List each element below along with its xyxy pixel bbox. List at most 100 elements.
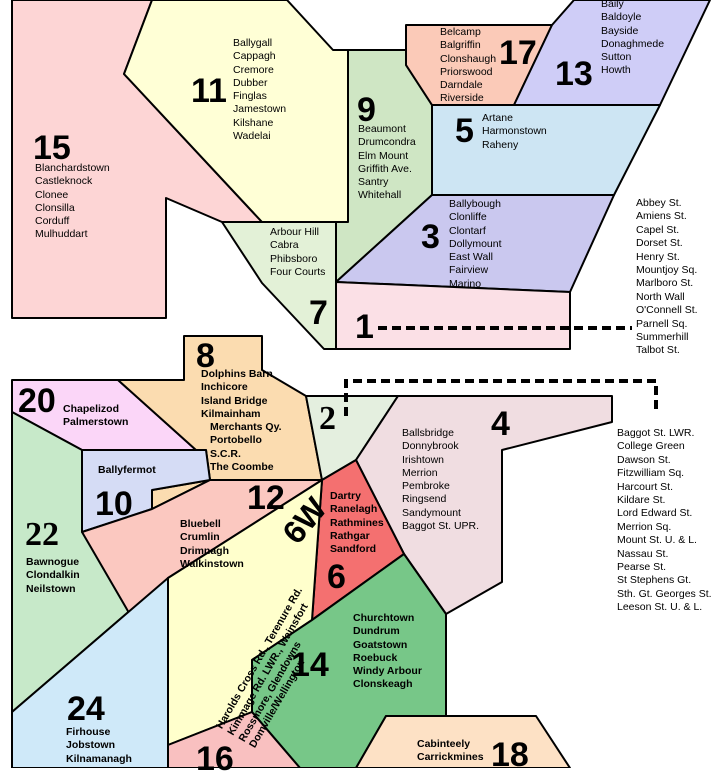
district-8-places-b: Merchants Qy. Portobello S.C.R. The Coom…: [210, 421, 282, 474]
place-label: Griffith Ave.: [358, 162, 412, 175]
place-label: Dundrum: [353, 625, 400, 638]
district-22-number: 22: [25, 516, 59, 553]
district-20-places: Chapelizod Palmerstown: [63, 403, 128, 430]
place-label: Clonliffe: [449, 211, 487, 224]
place-label: Fairview: [449, 264, 489, 277]
district-2-places: Baggot St. LWR. College Green Dawson St.…: [617, 427, 712, 615]
district-18-number: 18: [491, 736, 529, 774]
place-label: Inchicore: [201, 381, 248, 394]
place-label: Raheny: [482, 138, 519, 151]
place-label: Pearse St.: [617, 561, 667, 574]
place-label: Dolphins Barn: [201, 368, 273, 380]
place-label: Ballyfermot: [98, 464, 156, 476]
place-label: Arbour Hill: [270, 226, 320, 238]
district-12-number: 12: [247, 479, 285, 517]
district-6-number: 6: [327, 558, 346, 596]
district-1-area: [335, 281, 571, 350]
district-8-number: 8: [196, 337, 215, 375]
place-label: Donnybrook: [402, 440, 459, 453]
place-label: Talbot St.: [636, 344, 680, 357]
place-label: Cabra: [270, 239, 299, 252]
place-label: Cappagh: [233, 50, 276, 63]
place-label: Bluebell: [180, 518, 221, 530]
place-label: The Coombe: [210, 460, 274, 473]
district-7-area: [221, 221, 337, 350]
place-label: Sandford: [330, 543, 377, 556]
district-15-places: Blanchardstown Castleknock Clonee Clonsi…: [35, 162, 110, 242]
place-label: Donaghmede: [601, 37, 665, 50]
place-label: Nassau St.: [617, 547, 669, 560]
place-label: Baggot St. LWR.: [617, 427, 695, 439]
district-24-area: [11, 577, 169, 768]
place-label: Baily: [601, 0, 624, 10]
place-label: Goatstown: [353, 638, 408, 651]
district-5-number: 5: [455, 112, 474, 150]
place-label: Bayside: [601, 24, 639, 37]
place-label: Abbey St.: [636, 197, 682, 209]
place-label: Merrion Sq.: [617, 520, 672, 533]
district-13-places: Baily Baldoyle Bayside Donaghmede Sutton…: [601, 0, 664, 78]
place-label: Ballybough: [449, 198, 501, 210]
place-label: Jamestown: [233, 103, 287, 116]
place-label: Artane: [482, 112, 513, 124]
district-12-places: Bluebell Crumlin Drimnagh Walkinstown: [180, 518, 244, 571]
place-label: Phibsboro: [270, 252, 318, 265]
place-label: Lord Edward St.: [617, 507, 693, 520]
place-label: Sth. Gt. Georges St.: [617, 587, 712, 600]
place-label: Dubber: [233, 76, 268, 89]
district-2-number: 2: [319, 400, 336, 437]
place-label: Kilnamanagh: [66, 752, 132, 765]
district-6-places: Dartry Ranelagh Rathmines Rathgar Sandfo…: [330, 490, 384, 556]
district-11-places: Ballygall Cappagh Cremore Dubber Finglas…: [233, 37, 286, 143]
place-label: Ballsbridge: [402, 427, 454, 439]
place-label: Cabinteely: [417, 738, 471, 750]
district-20-number: 20: [18, 382, 56, 420]
district-3-places: Ballybough Clonliffe Clontarf Dollymount…: [449, 198, 502, 291]
place-label: Roebuck: [353, 651, 398, 664]
place-label: Merchants Qy.: [210, 421, 282, 433]
place-label: Santry: [358, 176, 389, 189]
place-label: Wadelai: [233, 130, 271, 143]
place-label: Marino: [449, 277, 482, 290]
district-8-places-a: Dolphins Barn Inchicore Island Bridge Ki…: [201, 368, 273, 421]
district-2-leader-line: [344, 379, 658, 416]
place-label: Clonee: [35, 188, 69, 201]
place-label: Churchtown: [353, 612, 415, 624]
place-label: Mulhuddart: [35, 228, 88, 241]
district-16-number: 16: [196, 740, 234, 778]
district-1-places: Abbey St. Amiens St. Capel St. Dorset St…: [636, 197, 698, 358]
place-label: Whitehall: [358, 189, 402, 202]
place-label: Beaumont: [358, 123, 406, 135]
place-label: Castleknock: [35, 175, 93, 188]
place-label: Amiens St.: [636, 210, 687, 223]
place-label: Clontarf: [449, 224, 486, 237]
place-label: Clonskeagh: [353, 678, 413, 691]
place-label: Fitzwilliam Sq.: [617, 467, 685, 480]
place-label: Rathgar: [330, 529, 370, 542]
place-label: North Wall: [636, 290, 685, 303]
place-label: O'Connell St.: [636, 304, 698, 317]
place-label: Drimnagh: [180, 544, 230, 557]
district-9-places: Beaumont Drumcondra Elm Mount Griffith A…: [358, 123, 416, 203]
place-label: Balgriffin: [440, 39, 481, 52]
place-label: Harcourt St.: [617, 480, 674, 493]
place-label: Elm Mount: [358, 149, 409, 162]
district-3-number: 3: [421, 218, 440, 256]
district-14-number: 14: [291, 646, 329, 684]
district-1-number: 1: [355, 308, 374, 346]
place-label: Clondalkin: [26, 569, 80, 582]
place-label: Palmerstown: [63, 416, 129, 429]
district-4-number: 4: [491, 405, 510, 443]
place-label: Sutton: [601, 51, 632, 64]
place-label: Crumlin: [180, 531, 220, 544]
place-label: Cremore: [233, 63, 274, 76]
place-label: Walkinstown: [180, 557, 244, 570]
place-label: Jobstown: [66, 739, 115, 752]
district-7-number: 7: [309, 294, 328, 332]
place-label: Dorset St.: [636, 237, 683, 250]
place-label: Irishtown: [402, 453, 445, 466]
place-label: Ranelagh: [330, 503, 378, 516]
district-5-places: Artane Harmonstown Raheny: [482, 112, 547, 152]
district-11-number: 11: [191, 72, 227, 110]
district-16-area: [167, 711, 301, 768]
